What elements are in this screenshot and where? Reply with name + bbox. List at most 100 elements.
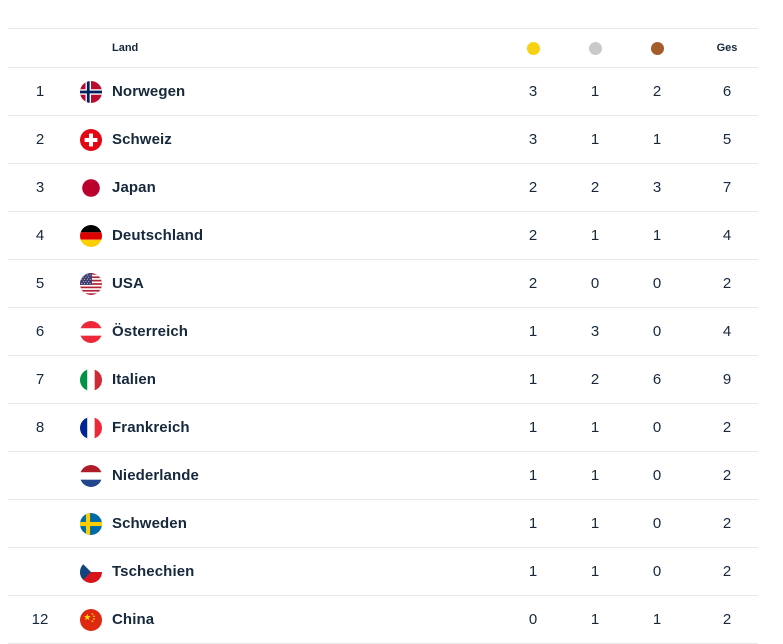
flag-czech-republic-icon xyxy=(80,560,102,583)
flag-japan-icon xyxy=(80,176,102,199)
table-row: Schweden 1 1 0 2 xyxy=(8,500,758,548)
header-gold-cell xyxy=(502,41,564,55)
bronze-count: 1 xyxy=(652,131,662,148)
flag-usa-icon xyxy=(80,272,102,295)
table-row: 2 Schweiz 3 1 1 5 xyxy=(8,116,758,164)
medal-table: Land Ges 1 Norwegen 3 1 2 6 2 xyxy=(8,0,758,644)
table-row: 8 Frankreich 1 1 0 2 xyxy=(8,404,758,452)
header-country-label: Land xyxy=(112,42,139,54)
total-count: 2 xyxy=(722,419,732,436)
gold-count: 1 xyxy=(528,515,538,532)
total-count: 5 xyxy=(722,131,732,148)
flag-italy-icon xyxy=(80,368,102,391)
silver-count: 1 xyxy=(590,131,600,148)
total-count: 4 xyxy=(722,323,732,340)
bronze-count: 2 xyxy=(652,83,662,100)
country-name: Italien xyxy=(112,371,157,388)
table-row: Tschechien 1 1 0 2 xyxy=(8,548,758,596)
bronze-count: 1 xyxy=(652,611,662,628)
bronze-count: 0 xyxy=(652,467,662,484)
gold-count: 1 xyxy=(528,467,538,484)
rank: 3 xyxy=(35,179,45,196)
country-name: Schweden xyxy=(112,515,187,532)
bronze-count: 1 xyxy=(652,227,662,244)
flag-france-icon xyxy=(80,416,102,439)
rank: 5 xyxy=(35,275,45,292)
total-count: 9 xyxy=(722,371,732,388)
flag-netherlands-icon xyxy=(80,464,102,487)
silver-count: 1 xyxy=(590,611,600,628)
bronze-count: 3 xyxy=(652,179,662,196)
rank: 1 xyxy=(35,83,45,100)
medal-table-header: Land Ges xyxy=(8,28,758,68)
country-name: Deutschland xyxy=(112,227,204,244)
silver-count: 0 xyxy=(590,275,600,292)
silver-count: 1 xyxy=(590,563,600,580)
table-row: 5 USA 2 0 0 2 xyxy=(8,260,758,308)
silver-medal-icon xyxy=(588,41,602,55)
table-row: Niederlande 1 1 0 2 xyxy=(8,452,758,500)
country-name: Österreich xyxy=(112,323,189,340)
silver-count: 2 xyxy=(590,179,600,196)
silver-count: 1 xyxy=(590,419,600,436)
rank: 8 xyxy=(35,419,45,436)
rank: 12 xyxy=(31,611,49,628)
bronze-count: 0 xyxy=(652,515,662,532)
bronze-medal-icon xyxy=(650,41,664,55)
flag-germany-icon xyxy=(80,224,102,247)
table-row: 6 Österreich 1 3 0 4 xyxy=(8,308,758,356)
rank: 4 xyxy=(35,227,45,244)
total-count: 4 xyxy=(722,227,732,244)
flag-norway-icon xyxy=(80,80,102,103)
country-name: Niederlande xyxy=(112,467,199,484)
rank: 6 xyxy=(35,323,45,340)
gold-count: 1 xyxy=(528,323,538,340)
gold-count: 1 xyxy=(528,371,538,388)
gold-count: 2 xyxy=(528,275,538,292)
rank: 2 xyxy=(35,131,45,148)
bronze-count: 0 xyxy=(652,275,662,292)
table-row: 3 Japan 2 2 3 7 xyxy=(8,164,758,212)
flag-switzerland-icon xyxy=(80,128,102,151)
total-count: 2 xyxy=(722,611,732,628)
total-count: 7 xyxy=(722,179,732,196)
total-count: 2 xyxy=(722,515,732,532)
table-row: 12 China 0 1 1 2 xyxy=(8,596,758,644)
flag-china-icon xyxy=(80,608,102,631)
silver-count: 2 xyxy=(590,371,600,388)
header-total-label: Ges xyxy=(716,42,738,54)
silver-count: 1 xyxy=(590,227,600,244)
header-silver-cell xyxy=(564,41,626,55)
silver-count: 1 xyxy=(590,515,600,532)
gold-count: 3 xyxy=(528,131,538,148)
silver-count: 3 xyxy=(590,323,600,340)
gold-count: 3 xyxy=(528,83,538,100)
country-name: China xyxy=(112,611,155,628)
total-count: 2 xyxy=(722,275,732,292)
table-row: 1 Norwegen 3 1 2 6 xyxy=(8,68,758,116)
country-name: USA xyxy=(112,275,144,292)
total-count: 2 xyxy=(722,563,732,580)
gold-count: 2 xyxy=(528,179,538,196)
silver-count: 1 xyxy=(590,83,600,100)
rank: 7 xyxy=(35,371,45,388)
country-name: Frankreich xyxy=(112,419,190,436)
silver-count: 1 xyxy=(590,467,600,484)
flag-sweden-icon xyxy=(80,512,102,535)
flag-austria-icon xyxy=(80,320,102,343)
gold-count: 1 xyxy=(528,563,538,580)
country-name: Tschechien xyxy=(112,563,195,580)
gold-count: 0 xyxy=(528,611,538,628)
gold-count: 1 xyxy=(528,419,538,436)
bronze-count: 0 xyxy=(652,563,662,580)
total-count: 2 xyxy=(722,467,732,484)
total-count: 6 xyxy=(722,83,732,100)
bronze-count: 6 xyxy=(652,371,662,388)
gold-count: 2 xyxy=(528,227,538,244)
country-name: Japan xyxy=(112,179,156,196)
header-bronze-cell xyxy=(626,41,688,55)
table-row: 4 Deutschland 2 1 1 4 xyxy=(8,212,758,260)
country-name: Schweiz xyxy=(112,131,172,148)
bronze-count: 0 xyxy=(652,323,662,340)
table-row: 7 Italien 1 2 6 9 xyxy=(8,356,758,404)
